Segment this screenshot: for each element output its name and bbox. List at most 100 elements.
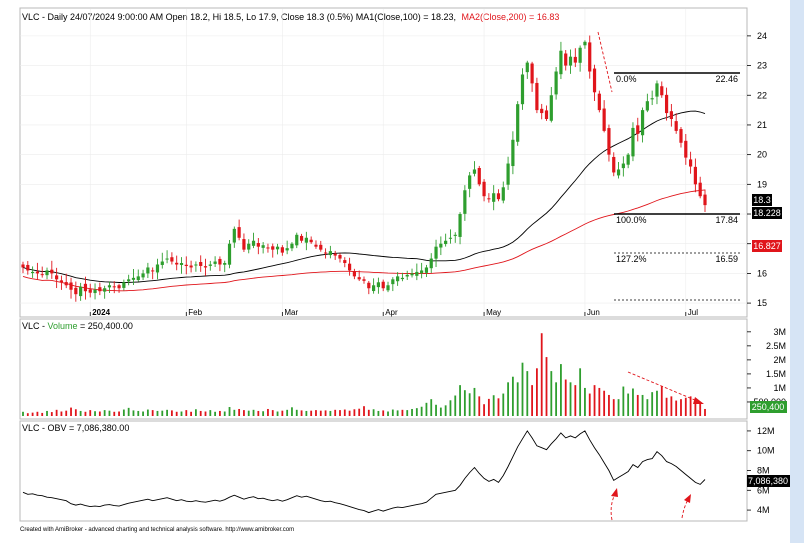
candle-body bbox=[679, 129, 683, 143]
volume-bar bbox=[305, 410, 308, 416]
candle-body bbox=[544, 110, 549, 120]
volume-bar bbox=[454, 395, 457, 416]
volume-bar bbox=[406, 410, 409, 416]
volume-bar bbox=[36, 411, 39, 416]
price-tick-label: 15 bbox=[757, 298, 767, 308]
candle-body bbox=[410, 273, 414, 276]
volume-bar bbox=[79, 410, 82, 416]
price-panel-title: VLC - Daily 24/07/2024 9:00:00 AM Open 1… bbox=[22, 12, 559, 22]
volume-bar bbox=[636, 394, 639, 416]
volume-bar bbox=[98, 411, 101, 416]
volume-panel-title: VLC - Volume = 250,400.00 bbox=[22, 321, 133, 331]
volume-bar bbox=[584, 387, 586, 416]
volume-tick-label: 1.5M bbox=[766, 369, 786, 379]
candle-body bbox=[271, 246, 275, 250]
candle-body bbox=[69, 282, 73, 290]
volume-bar bbox=[300, 410, 303, 416]
volume-tick-label: 2M bbox=[773, 355, 786, 365]
volume-bar bbox=[396, 410, 399, 416]
volume-bar bbox=[540, 333, 543, 416]
volume-bar bbox=[343, 409, 346, 416]
volume-bar bbox=[31, 412, 34, 416]
candle-body bbox=[698, 182, 702, 197]
volume-bar bbox=[180, 411, 183, 416]
candle-body bbox=[122, 282, 126, 288]
volume-bar bbox=[545, 357, 548, 416]
volume-bar bbox=[199, 410, 202, 416]
candle-body bbox=[501, 187, 505, 201]
candle-body bbox=[227, 243, 232, 265]
volume-bar bbox=[209, 410, 212, 416]
candle-body bbox=[213, 261, 217, 264]
volume-bar bbox=[627, 393, 630, 416]
volume-bar bbox=[262, 411, 265, 416]
volume-bar bbox=[574, 385, 577, 416]
volume-bar bbox=[295, 409, 298, 416]
volume-title-suffix: = 250,400.00 bbox=[78, 321, 133, 331]
volume-bar bbox=[463, 390, 466, 416]
volume-bars-layer bbox=[22, 333, 706, 416]
price-tick-label: 22 bbox=[757, 90, 767, 100]
volume-bar bbox=[204, 411, 207, 416]
volume-bar bbox=[243, 410, 245, 416]
volume-bar bbox=[622, 386, 625, 416]
volume-bar bbox=[233, 409, 236, 416]
candle-body bbox=[290, 243, 294, 249]
volume-bar bbox=[214, 411, 217, 416]
candle-body bbox=[429, 258, 433, 269]
ma2-line-layer bbox=[22, 189, 706, 292]
candle-body bbox=[448, 237, 453, 239]
volume-bar bbox=[358, 408, 361, 416]
candle-body bbox=[693, 166, 697, 185]
volume-bar bbox=[74, 409, 77, 416]
volume-bar bbox=[70, 407, 72, 416]
price-tick-label: 16 bbox=[757, 268, 767, 278]
volume-bar bbox=[151, 410, 154, 416]
candle-body bbox=[660, 86, 664, 96]
candle-body bbox=[549, 95, 553, 121]
candle-body bbox=[184, 264, 188, 266]
candle-body bbox=[357, 277, 361, 280]
x-tick-label: 2024 bbox=[92, 308, 110, 317]
volume-bar bbox=[267, 408, 269, 416]
candle-body bbox=[583, 41, 587, 46]
volume-bar bbox=[579, 368, 582, 416]
volume-bar bbox=[46, 410, 48, 416]
candle-body bbox=[612, 156, 616, 173]
volume-bar bbox=[127, 407, 130, 416]
volume-bar bbox=[569, 382, 572, 416]
volume-bar bbox=[60, 411, 63, 416]
volume-bar bbox=[425, 402, 428, 416]
candle-body bbox=[319, 244, 323, 250]
volume-bar bbox=[286, 409, 289, 416]
ma2-badge: 16.827 bbox=[752, 240, 782, 252]
fib-value-0: 22.46 bbox=[715, 74, 738, 84]
candle-body bbox=[420, 270, 424, 274]
candle-body bbox=[347, 263, 352, 271]
candle-body bbox=[578, 47, 582, 63]
volume-bar bbox=[22, 411, 24, 416]
volume-bar bbox=[430, 399, 433, 416]
obv-badge: 7,086,380 bbox=[747, 475, 790, 487]
volume-title-prefix: VLC - bbox=[22, 321, 48, 331]
candle-body bbox=[372, 285, 376, 292]
candle-body bbox=[112, 286, 116, 288]
candle-body bbox=[21, 264, 25, 268]
candle-body bbox=[98, 287, 102, 292]
candle-body bbox=[684, 140, 688, 158]
volume-bar bbox=[516, 382, 519, 416]
volume-bar bbox=[175, 411, 178, 416]
candle-body bbox=[26, 264, 30, 271]
candle-body bbox=[194, 264, 198, 266]
volume-bar bbox=[195, 409, 197, 416]
volume-bar bbox=[665, 397, 668, 416]
candle-body bbox=[463, 190, 467, 214]
candle-body bbox=[40, 274, 44, 276]
volume-bar bbox=[550, 371, 553, 416]
volume-bar bbox=[50, 412, 53, 416]
volume-bar bbox=[483, 404, 485, 416]
volume-bar bbox=[84, 411, 87, 416]
candle-body bbox=[261, 245, 265, 248]
volume-bar bbox=[113, 411, 116, 416]
candle-body bbox=[492, 193, 496, 202]
